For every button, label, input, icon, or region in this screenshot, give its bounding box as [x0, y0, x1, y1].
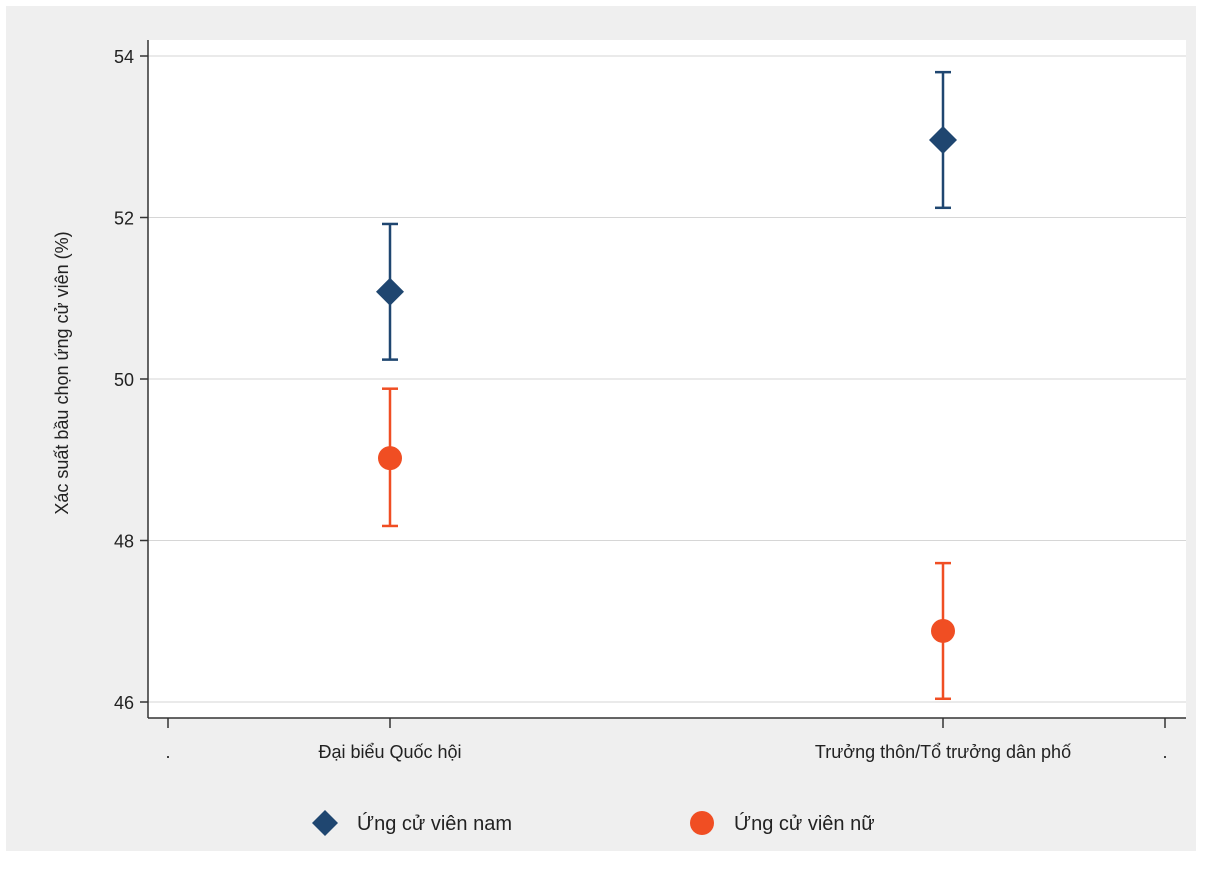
y-tick-label: 54 — [114, 47, 134, 67]
legend-label: Ứng cử viên nữ — [734, 812, 875, 835]
axes: 46 48 50 52 54. Đại biểu Quốc hội Trưởng thôn/… — [114, 40, 1186, 762]
x-tick-label: . — [1162, 742, 1167, 762]
data-point-diamond — [929, 125, 957, 154]
gridlines — [148, 55, 1186, 703]
x-tick-label: . — [165, 742, 170, 762]
legend-marker-diamond — [312, 810, 338, 836]
y-tick-label: 50 — [114, 370, 134, 390]
legend-label: Ứng cử viên nam — [357, 812, 512, 835]
data-point-diamond — [376, 277, 404, 306]
y-tick-label: 48 — [114, 532, 134, 552]
y-axis-label: Xác suất bầu chọn ứng cử viên (%) — [52, 231, 72, 514]
legend-marker-circle — [690, 811, 714, 835]
y-tick-label: 46 — [114, 693, 134, 713]
data-point-circle — [378, 446, 402, 471]
x-tick-label: Trưởng thôn/Tổ trưởng dân phố — [815, 742, 1071, 762]
data-marks — [376, 70, 957, 701]
data-point-circle — [931, 618, 955, 643]
y-tick-label: 52 — [114, 209, 134, 229]
legend: Ứng cử viên nam Ứng cử viên nữ — [312, 810, 875, 836]
x-tick-label: Đại biểu Quốc hội — [318, 742, 461, 762]
